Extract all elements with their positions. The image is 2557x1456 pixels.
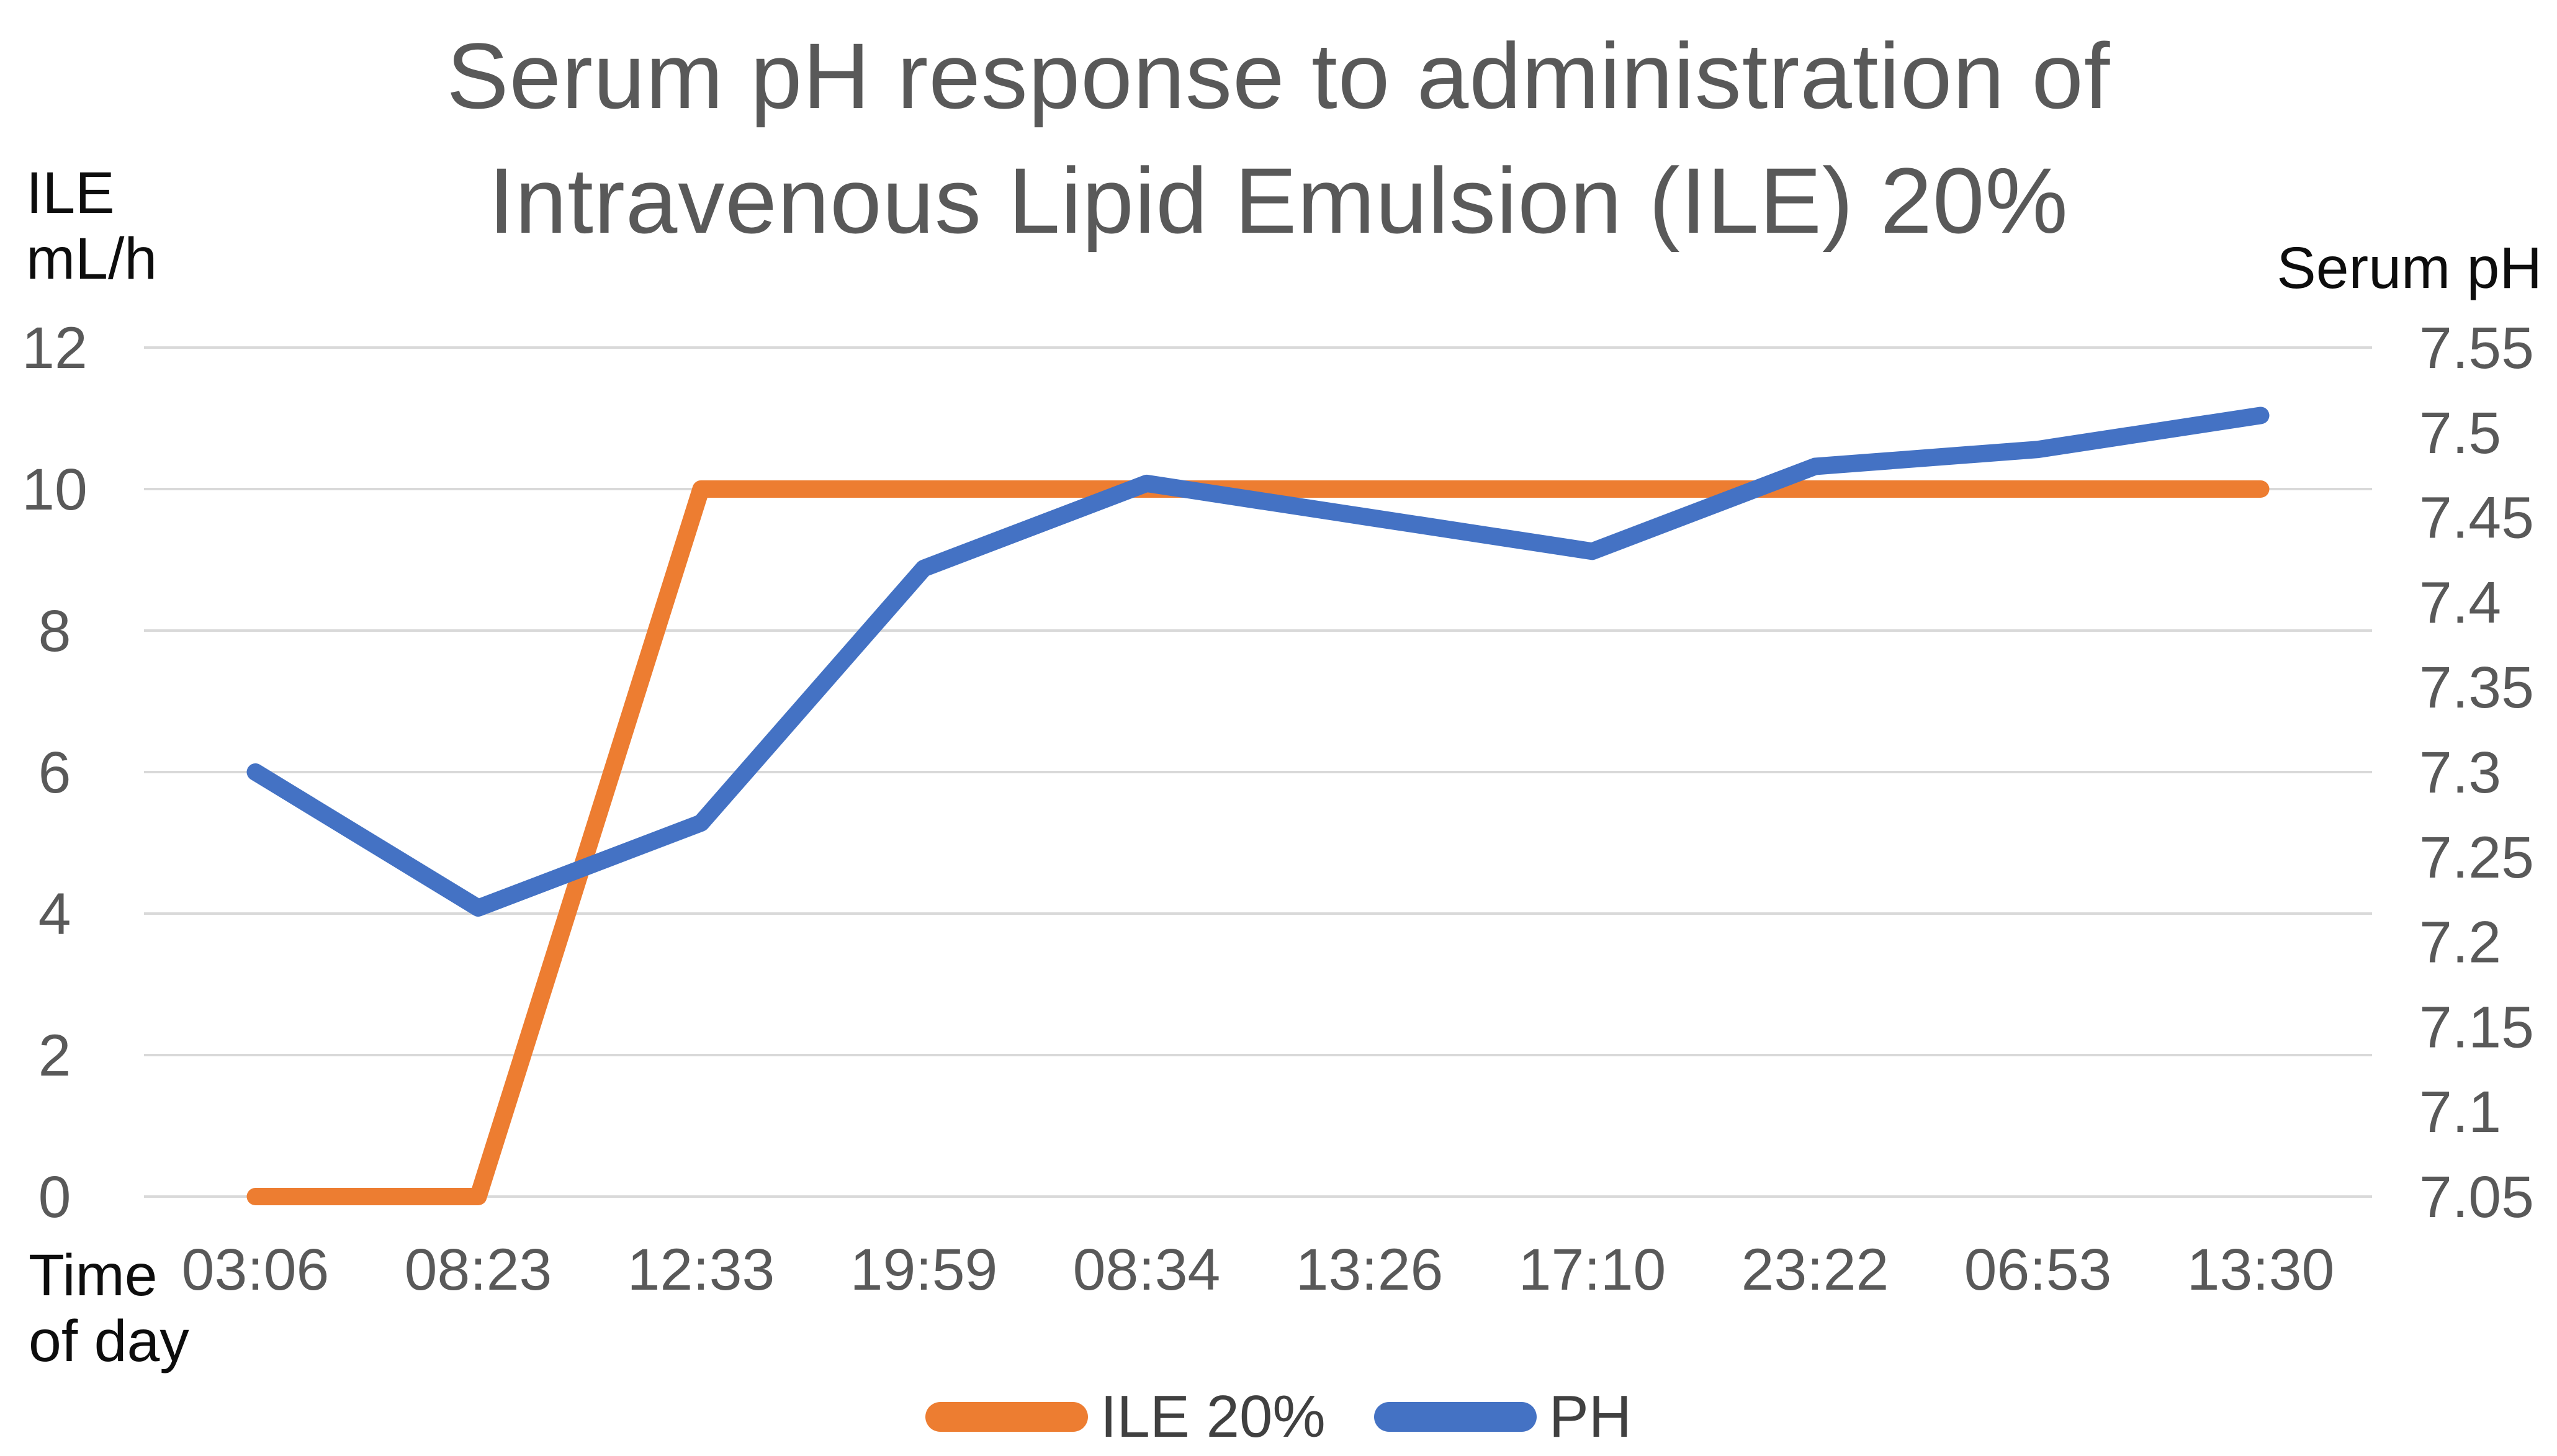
right-axis-tick-label: 7.35	[2419, 655, 2534, 721]
chart-title-line1: Serum pH response to administration of	[446, 24, 2111, 128]
legend-label-ph: PH	[1548, 1383, 1632, 1450]
left-axis-tick-label: 6	[38, 740, 71, 806]
right-axis-tick-label: 7.25	[2419, 825, 2534, 891]
x-axis-tick-label: 19:59	[850, 1237, 998, 1303]
x-axis-tick-label: 17:10	[1519, 1237, 1666, 1303]
ile-series-line[interactable]	[246, 480, 2270, 1205]
right-axis-tick-label: 7.55	[2419, 315, 2534, 381]
left-axis-tick-label: 4	[38, 881, 71, 947]
left-axis-tick-label: 8	[38, 598, 71, 664]
legend-swatch-ile-icon	[925, 1402, 1088, 1432]
x-axis-tick-label: 23:22	[1741, 1237, 1889, 1303]
legend-item-ph[interactable]: PH	[1373, 1383, 1632, 1451]
x-axis-title-line2: of day	[29, 1308, 189, 1375]
x-axis-title-line1: Time	[29, 1243, 158, 1308]
x-axis-tick-label: 06:53	[1964, 1237, 2112, 1303]
right-axis-title: Serum pH	[2276, 235, 2542, 301]
right-axis-tick-label: 7.1	[2419, 1079, 2501, 1145]
x-axis-tick-label: 12:33	[627, 1237, 775, 1303]
left-axis-tick-label: 0	[38, 1164, 71, 1230]
right-axis-tick-label: 7.5	[2419, 400, 2501, 466]
left-axis-title: ILE mL/h	[26, 160, 157, 292]
x-axis-tick-label: 03:06	[182, 1237, 330, 1303]
chart-title: Serum pH response to administration of I…	[0, 14, 2557, 263]
right-axis-tick-label: 7.05	[2419, 1164, 2534, 1230]
x-axis-tick-label: 08:23	[405, 1237, 552, 1303]
x-axis-tick-label: 13:30	[2187, 1237, 2335, 1303]
legend-label-ile: ILE 20%	[1100, 1383, 1326, 1450]
x-axis-tick-label: 13:26	[1296, 1237, 1444, 1303]
x-axis-tick-label: 08:34	[1073, 1237, 1221, 1303]
left-axis-tick-label: 10	[22, 457, 88, 523]
right-axis-tick-label: 7.2	[2419, 910, 2501, 976]
ph-series-line[interactable]	[246, 407, 2270, 917]
legend-item-ile[interactable]: ILE 20%	[925, 1383, 1326, 1451]
legend: ILE 20% PH	[0, 1383, 2557, 1451]
right-axis-tick-label: 7.3	[2419, 740, 2501, 806]
legend-swatch-ph-icon	[1373, 1402, 1537, 1432]
left-axis-tick-label: 2	[38, 1023, 71, 1089]
right-axis-tick-label: 7.45	[2419, 485, 2534, 551]
right-axis-tick-label: 7.4	[2419, 570, 2501, 636]
left-axis-title-line1: ILE	[26, 160, 115, 226]
left-axis-tick-label: 12	[22, 315, 88, 381]
chart-title-line2: Intravenous Lipid Emulsion (ILE) 20%	[488, 148, 2069, 253]
left-axis-title-line2: mL/h	[26, 226, 158, 292]
right-axis-tick-label: 7.15	[2419, 994, 2534, 1060]
x-axis-title: Time of day	[29, 1243, 189, 1375]
